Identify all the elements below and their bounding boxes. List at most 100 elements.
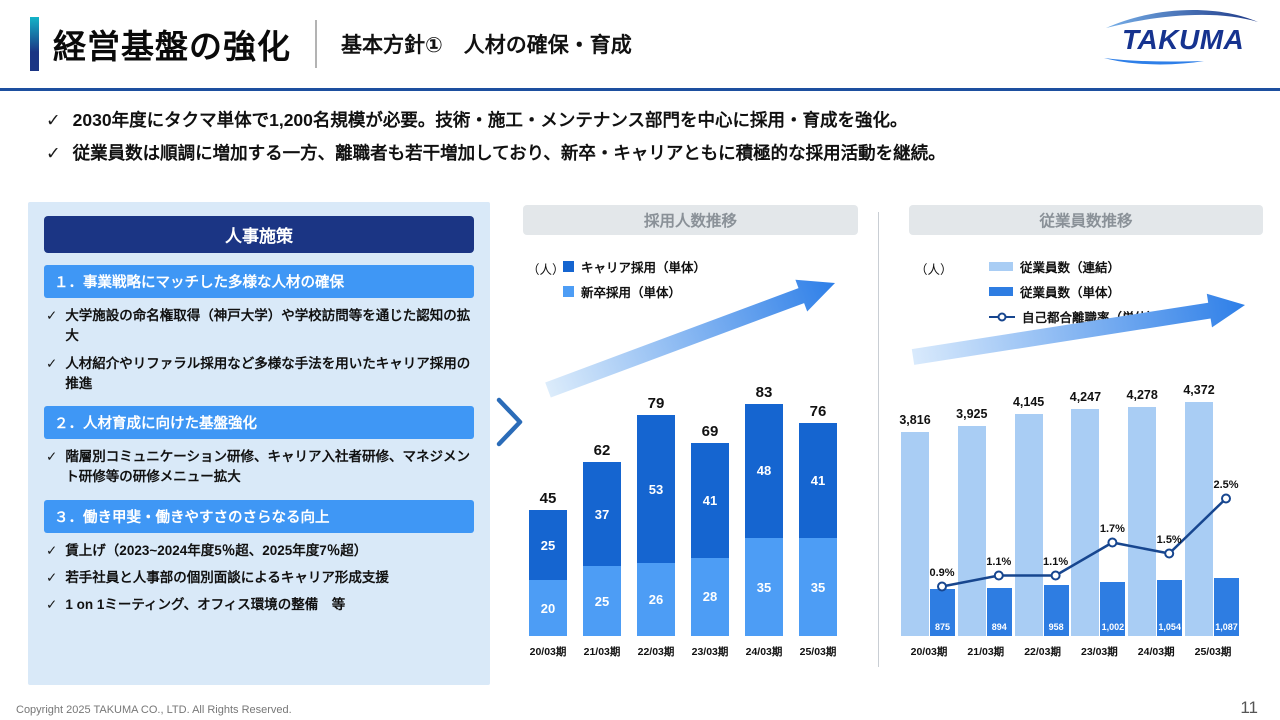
category-label: 22/03期 bbox=[1024, 646, 1061, 658]
turnover-point-label: 1.7% bbox=[1099, 522, 1125, 535]
bar-total-label: 69 bbox=[701, 422, 719, 440]
legend-swatch-newgrad bbox=[563, 286, 574, 297]
bar-total-label: 79 bbox=[647, 394, 665, 412]
bar-segment-newgrad: 20 bbox=[529, 580, 567, 636]
bar-segment-career: 37 bbox=[583, 462, 621, 566]
copyright: Copyright 2025 TAKUMA CO., LTD. All Righ… bbox=[16, 704, 292, 716]
bar-consolidated bbox=[1071, 408, 1100, 636]
bar-total-label: 45 bbox=[539, 490, 557, 507]
summary-list: ✓ 2030年度にタクマ単体で1,200名規模が必要。技術・施工・メンテナンス部門… bbox=[46, 100, 1264, 174]
category-label: 23/03期 bbox=[691, 646, 729, 658]
panel-bullet: ✓ 若手社員と人事部の個別面談によるキャリア形成支援 bbox=[46, 568, 472, 588]
page-number: 11 bbox=[1240, 698, 1258, 717]
hr-measures-panel: 人事施策 １．事業戦略にマッチした多様な人材の確保 ✓ 大学施設の命名権取得（神戸大… bbox=[28, 202, 490, 685]
recruitment-chart-section: 採用人数推移 （人） キャリア採用（単体） 新卒採用（単体） 20 25 45 25 3… bbox=[523, 205, 858, 670]
logo-text: TAKUMA bbox=[1122, 24, 1245, 55]
check-icon: ✓ bbox=[46, 597, 58, 612]
bar-segment-career: 53 bbox=[637, 414, 675, 564]
bar-segment-newgrad: 28 bbox=[691, 557, 729, 636]
summary-bullet-text: 2030年度にタクマ単体で1,200名規模が必要。技術・施工・メンテナンス部門を… bbox=[72, 110, 908, 130]
panel-bullet: ✓ 人材紹介やリファラル採用など多様な手法を用いたキャリア採用の推進 bbox=[46, 354, 472, 395]
bar-single-label: 894 bbox=[991, 622, 1007, 632]
check-icon: ✓ bbox=[46, 569, 58, 585]
summary-bullet-text: 従業員数は順調に増加する一方、離職者も若干増加しており、新卒・キャリアともに積極… bbox=[72, 142, 946, 163]
panel-bullet-text: 賃上げ（2023~2024年度5％超、2025年度7％超） bbox=[65, 542, 368, 558]
check-icon: ✓ bbox=[46, 355, 58, 371]
legend-label-newgrad: 新卒採用（単体） bbox=[581, 286, 682, 300]
bar-total-label: 62 bbox=[593, 442, 611, 460]
check-icon: ✓ bbox=[46, 542, 58, 558]
bar-single-label: 1,054 bbox=[1158, 622, 1181, 632]
legend-label-single: 従業員数（単体） bbox=[1020, 286, 1121, 300]
legend-item-single: 従業員数（単体） bbox=[989, 282, 1160, 301]
category-label: 20/03期 bbox=[910, 646, 948, 658]
category-label: 20/03期 bbox=[529, 646, 567, 658]
check-icon: ✓ bbox=[46, 142, 61, 163]
chevron-right-icon bbox=[495, 396, 525, 453]
bar-single-label: 1,002 bbox=[1101, 622, 1125, 632]
category-label: 23/03期 bbox=[1081, 646, 1118, 658]
bar-consolidated-label: 4,247 bbox=[1069, 389, 1102, 404]
category-label: 25/03期 bbox=[799, 646, 837, 658]
legend-swatch-consolidated bbox=[989, 262, 1013, 271]
bar-segment-newgrad: 35 bbox=[799, 538, 837, 636]
panel-bullet: ✓ 賃上げ（2023~2024年度5％超、2025年度7％超） bbox=[46, 541, 472, 561]
panel-bullet: ✓ 階層別コミュニケーション研修、キャリア入社者研修、マネジメント研修等の研修メニ… bbox=[46, 447, 472, 488]
title-accent-bar bbox=[30, 17, 39, 71]
category-label: 21/03期 bbox=[967, 646, 1005, 658]
bar-consolidated bbox=[1128, 407, 1157, 636]
turnover-point-label: 1.5% bbox=[1156, 533, 1182, 546]
bar-segment-career: 25 bbox=[529, 510, 567, 580]
legend-item-newgrad: 新卒採用（単体） bbox=[563, 282, 706, 301]
turnover-point-label: 1.1% bbox=[986, 555, 1012, 568]
check-icon: ✓ bbox=[46, 110, 61, 130]
bar-single: 958 bbox=[1043, 584, 1069, 636]
panel-bullet: ✓ 大学施設の命名権取得（神戸大学）や学校訪問等を通じた認知の拡大 bbox=[46, 306, 472, 347]
recruitment-legend: キャリア採用（単体） 新卒採用（単体） bbox=[563, 257, 706, 301]
bar-total-label: 83 bbox=[755, 383, 773, 401]
bar-single-label: 1,087 bbox=[1215, 622, 1238, 632]
check-icon: ✓ bbox=[46, 308, 58, 323]
turnover-line bbox=[937, 493, 1231, 592]
panel-bullet-text: 1 on 1ミーティング、オフィス環境の整備 等 bbox=[65, 597, 346, 612]
bar-consolidated-label: 4,372 bbox=[1183, 383, 1215, 398]
category-label: 21/03期 bbox=[583, 646, 621, 658]
bar-segment-career: 48 bbox=[745, 403, 783, 538]
legend-swatch-single bbox=[989, 287, 1013, 296]
legend-item-career: キャリア採用（単体） bbox=[563, 257, 706, 276]
category-label: 25/03期 bbox=[1194, 646, 1232, 658]
page-title: 経営基盤の強化 bbox=[53, 28, 291, 65]
unit-label: （人） bbox=[527, 263, 565, 277]
page-subtitle: 基本方針① 人材の確保・育成 bbox=[341, 34, 632, 57]
turnover-point-label: 0.9% bbox=[929, 566, 955, 579]
legend-label-career: キャリア採用（単体） bbox=[581, 261, 707, 275]
bar-single: 1,087 bbox=[1214, 577, 1239, 636]
bar-total-label: 76 bbox=[809, 403, 827, 421]
bar-segment-career: 41 bbox=[691, 442, 729, 558]
employee-chart-section: 従業員数推移 （人） 従業員数（連結） 従業員数（単体） 自己都合離職率（単体） bbox=[893, 205, 1265, 670]
legend-line-marker-icon bbox=[989, 312, 1015, 321]
chart-title-recruitment: 採用人数推移 bbox=[523, 205, 858, 235]
header-divider bbox=[315, 20, 317, 68]
turnover-point-label: 2.5% bbox=[1213, 478, 1239, 491]
recruitment-plot: 20 25 45 25 37 62 26 53 79 28 41 69 35 48 83 35 41 76 bbox=[523, 374, 858, 636]
panel-bullet-text: 大学施設の命名権取得（神戸大学）や学校訪問等を通じた認知の拡大 bbox=[65, 308, 471, 344]
legend-swatch-career bbox=[563, 261, 574, 272]
panel-bullet-text: 若手社員と人事部の個別面談によるキャリア形成支援 bbox=[65, 569, 389, 585]
header-rule bbox=[0, 88, 1280, 91]
turnover-point-label: 1.1% bbox=[1043, 555, 1069, 568]
panel-section-heading: ３．働き甲斐・働きやすさのさらなる向上 bbox=[44, 499, 474, 533]
panel-title: 人事施策 bbox=[44, 216, 474, 253]
panel-bullet: ✓ 1 on 1ミーティング、オフィス環境の整備 等 bbox=[46, 595, 472, 615]
category-label: 24/03期 bbox=[745, 646, 783, 658]
employee-x-axis: 20/03期 21/03期 22/03期 23/03期 24/03期 25/03期 bbox=[893, 644, 1265, 660]
panel-body: １．事業戦略にマッチした多様な人材の確保 ✓ 大学施設の命名権取得（神戸大学）や学校… bbox=[42, 265, 476, 615]
bar-consolidated-label: 3,925 bbox=[956, 407, 988, 422]
bar-segment-newgrad: 26 bbox=[637, 563, 675, 636]
bar-single: 1,002 bbox=[1100, 582, 1126, 636]
employee-plot: 3,816 875 3,925 894 4,145 958 4,247 1,002 4,278 1… bbox=[893, 374, 1265, 636]
panel-bullet-text: 階層別コミュニケーション研修、キャリア入社者研修、マネジメント研修等の研修メニュ… bbox=[65, 449, 471, 485]
legend-label-consolidated: 従業員数（連結） bbox=[1020, 261, 1121, 275]
legend-item-turnover: 自己都合離職率（単体） bbox=[989, 307, 1160, 326]
takuma-logo: TAKUMA bbox=[1100, 8, 1262, 68]
